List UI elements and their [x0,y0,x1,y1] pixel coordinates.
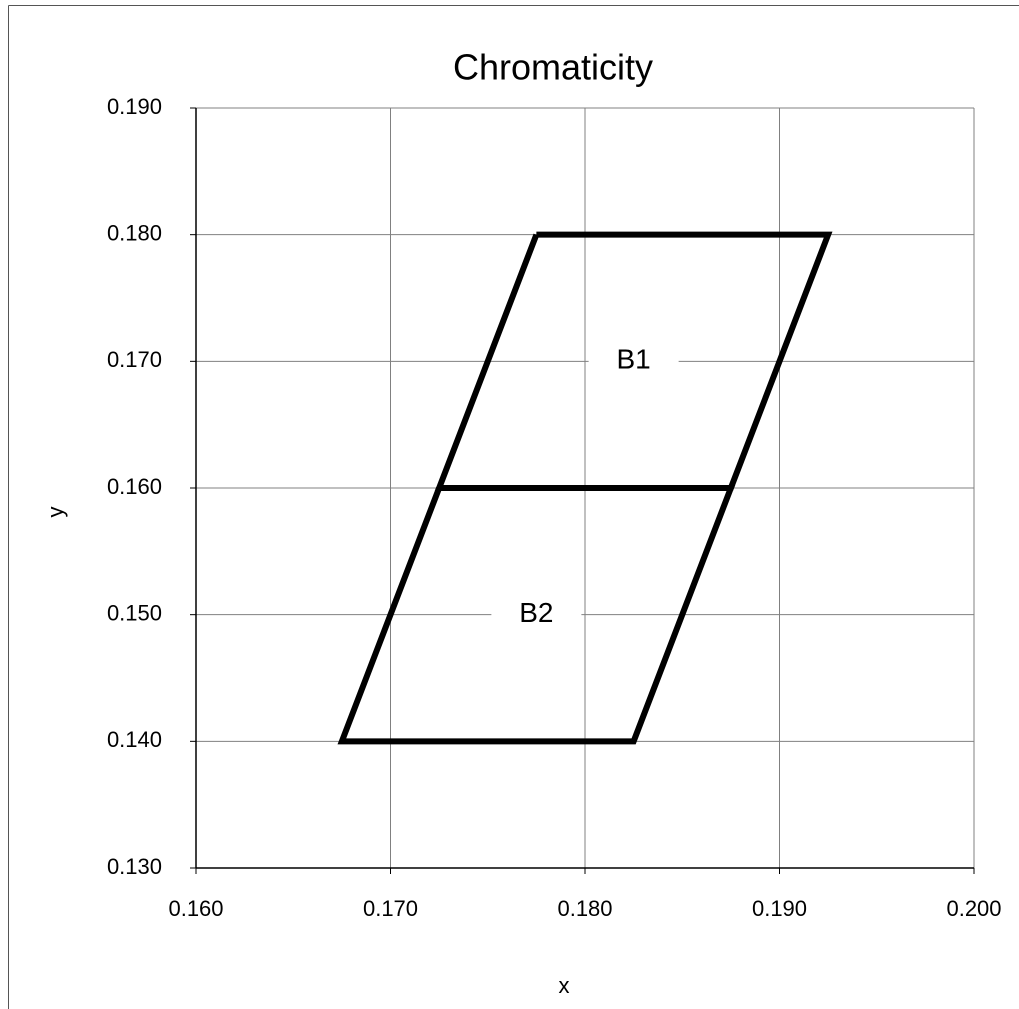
x-tick-label: 0.160 [168,896,223,921]
label-background [588,333,679,390]
x-tick-label: 0.170 [363,896,418,921]
x-tick-label: 0.190 [752,896,807,921]
y-tick-label: 0.150 [107,600,162,625]
series-label: B2 [519,597,553,628]
y-tick-label: 0.160 [107,474,162,499]
x-tick-label: 0.200 [946,896,1001,921]
series-label: B1 [617,344,651,375]
y-tick-label: 0.140 [107,727,162,752]
y-tick-label: 0.130 [107,854,162,879]
x-axis-label: x [559,973,570,998]
label-background [491,586,582,643]
x-tick-label: 0.180 [557,896,612,921]
y-tick-label: 0.190 [107,94,162,119]
y-axis-label: y [43,507,68,518]
chart-title: Chromaticity [453,47,653,88]
series-line [337,485,736,745]
y-tick-label: 0.180 [107,220,162,245]
y-tick-label: 0.170 [107,347,162,372]
